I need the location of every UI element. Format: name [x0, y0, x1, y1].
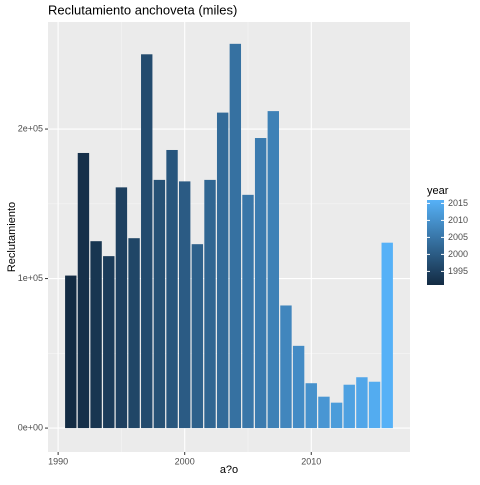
bar	[153, 179, 166, 429]
legend-label: 2005	[448, 232, 468, 242]
legend-label: 2015	[448, 198, 468, 208]
bar	[254, 138, 267, 429]
bar	[179, 181, 191, 429]
x-axis-label: a?o	[220, 464, 238, 476]
bar	[166, 149, 178, 429]
bar	[356, 377, 368, 429]
bar	[242, 194, 254, 429]
bar	[330, 402, 343, 429]
bar	[128, 238, 140, 429]
legend-label: 1995	[448, 266, 468, 276]
bar	[115, 187, 128, 429]
x-tick-label: 2000	[175, 456, 195, 466]
legend-label: 2010	[448, 215, 468, 225]
y-tick-label: 0e+00	[18, 422, 43, 432]
chart-title: Reclutamiento anchoveta (miles)	[48, 2, 237, 17]
x-tick-label: 2010	[301, 456, 321, 466]
bar	[318, 396, 330, 429]
bar	[267, 111, 279, 429]
bar	[216, 112, 229, 429]
bar	[141, 54, 153, 429]
colorbar	[427, 200, 444, 285]
bar	[305, 383, 317, 429]
y-tick-label: 1e+05	[18, 273, 43, 283]
legend-label: 2000	[448, 249, 468, 259]
bar	[65, 275, 77, 429]
x-tick-label: 1990	[48, 456, 68, 466]
bar	[90, 241, 102, 429]
bar	[77, 152, 90, 429]
legend-title: year	[427, 185, 449, 197]
bar	[292, 345, 305, 429]
bar	[381, 242, 393, 429]
bar	[103, 256, 115, 429]
y-axis-label: Reclutamiento	[6, 202, 18, 272]
bar	[343, 384, 355, 429]
bar	[280, 305, 292, 429]
bar	[368, 381, 381, 429]
bar	[191, 244, 204, 429]
y-tick-label: 2e+05	[18, 123, 43, 133]
bar	[204, 179, 216, 429]
bar	[229, 43, 242, 429]
panel	[48, 22, 410, 452]
